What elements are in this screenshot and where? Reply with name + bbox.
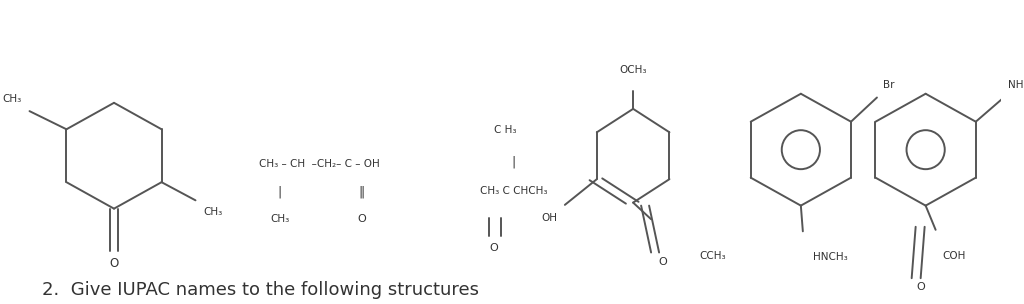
Text: OH: OH [541, 213, 557, 223]
Text: O: O [357, 214, 366, 224]
Text: CH₃: CH₃ [270, 214, 290, 224]
Text: |: | [278, 185, 282, 199]
Text: O: O [110, 257, 119, 270]
Text: O: O [658, 257, 668, 267]
Text: CCH₃: CCH₃ [699, 250, 726, 261]
Text: CH₃: CH₃ [2, 94, 22, 104]
Text: ‖: ‖ [358, 185, 365, 199]
Text: OCH₃: OCH₃ [620, 64, 647, 74]
Text: COH: COH [942, 250, 966, 261]
Text: O: O [489, 243, 498, 253]
Text: CH₃ C CHCH₃: CH₃ C CHCH₃ [479, 185, 547, 195]
Text: O: O [916, 282, 925, 292]
Text: |: | [511, 155, 515, 168]
Text: CH₃ – CH  –CH₂– C – OH: CH₃ – CH –CH₂– C – OH [259, 159, 380, 169]
Text: Br: Br [883, 81, 895, 90]
Text: 2.  Give IUPAC names to the following structures: 2. Give IUPAC names to the following str… [42, 281, 479, 299]
Text: NH₂: NH₂ [1008, 81, 1024, 90]
Text: HNCH₃: HNCH₃ [813, 252, 848, 262]
Text: CH₃: CH₃ [204, 207, 223, 217]
Text: C H₃: C H₃ [495, 125, 516, 135]
